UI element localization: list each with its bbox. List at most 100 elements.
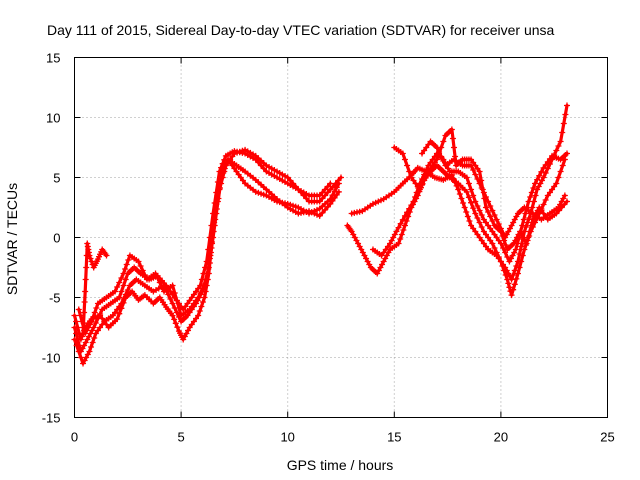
- data-point: [401, 156, 408, 163]
- data-point: [398, 231, 405, 238]
- data-point: [513, 263, 520, 269]
- data-point: [524, 219, 531, 226]
- data-point: [449, 135, 456, 142]
- data-point: [199, 285, 206, 292]
- data-point: [448, 126, 455, 133]
- data-point: [375, 198, 382, 205]
- data-point: [89, 339, 96, 346]
- data-point: [465, 180, 472, 187]
- data-point: [478, 212, 485, 218]
- data-point: [510, 286, 517, 293]
- data-point: [450, 175, 457, 182]
- data-point: [287, 177, 294, 184]
- data-point: [542, 170, 549, 176]
- series-track-a: [71, 156, 342, 343]
- data-point: [500, 230, 507, 236]
- data-point: [311, 208, 318, 215]
- data-point: [324, 189, 331, 196]
- data-point: [260, 165, 267, 172]
- data-point: [330, 183, 337, 190]
- data-point: [399, 150, 406, 157]
- data-point: [208, 245, 215, 251]
- data-point: [175, 305, 182, 311]
- data-point: [464, 213, 471, 220]
- data-point: [284, 174, 291, 181]
- data-point: [485, 198, 492, 205]
- data-point: [458, 195, 465, 202]
- data-point: [497, 225, 504, 232]
- data-point: [419, 182, 426, 188]
- y-tick-label: 10: [46, 111, 60, 126]
- data-point: [562, 111, 569, 118]
- data-point: [80, 320, 87, 326]
- data-point: [314, 206, 321, 213]
- data-point: [169, 300, 176, 307]
- data-point: [540, 174, 547, 181]
- data-point: [510, 272, 517, 278]
- data-point: [468, 162, 475, 169]
- data-point: [460, 200, 467, 206]
- data-point: [540, 201, 547, 208]
- data-point: [199, 299, 206, 305]
- data-point: [88, 258, 95, 265]
- data-point: [560, 120, 567, 127]
- data-point: [116, 310, 123, 317]
- data-point: [292, 203, 299, 210]
- series-track-g: [369, 150, 570, 265]
- data-point: [413, 189, 420, 196]
- data-point: [116, 279, 123, 286]
- data-point: [120, 282, 127, 289]
- data-point: [525, 234, 532, 241]
- y-tick-label: 15: [46, 51, 60, 66]
- data-point: [514, 258, 521, 265]
- data-point: [455, 186, 462, 193]
- data-point: [416, 186, 423, 193]
- data-point: [86, 252, 93, 259]
- data-point: [94, 315, 101, 322]
- data-point: [91, 309, 98, 316]
- data-point: [478, 224, 485, 230]
- data-point: [528, 189, 535, 196]
- x-tick-label: 20: [494, 430, 508, 445]
- series-track-i: [419, 138, 568, 241]
- data-point: [536, 172, 543, 179]
- data-point: [234, 149, 241, 156]
- data-point: [523, 240, 530, 247]
- data-point: [522, 210, 529, 217]
- data-point: [482, 204, 489, 211]
- data-point: [530, 185, 537, 191]
- data-point: [114, 316, 121, 323]
- series-track-d: [75, 146, 334, 337]
- series-track-e: [344, 156, 568, 299]
- data-point: [522, 224, 529, 230]
- data-point: [231, 150, 238, 157]
- data-point: [485, 209, 492, 215]
- data-point: [401, 212, 408, 219]
- data-point: [555, 174, 562, 181]
- data-point: [201, 294, 208, 301]
- data-point: [316, 212, 323, 219]
- data-point: [74, 336, 81, 343]
- data-point: [112, 288, 119, 295]
- data-point: [124, 287, 131, 293]
- data-point: [120, 270, 127, 277]
- data-point: [508, 292, 515, 299]
- data-point: [236, 148, 243, 155]
- data-point: [406, 168, 413, 175]
- data-point: [93, 305, 100, 311]
- x-tick-label: 15: [387, 430, 401, 445]
- data-point: [137, 263, 144, 269]
- data-point: [470, 205, 477, 212]
- data-point: [506, 284, 513, 291]
- data-point: [322, 192, 329, 199]
- data-point: [322, 206, 329, 213]
- data-point: [216, 186, 223, 193]
- data-point: [500, 245, 507, 251]
- data-point: [82, 276, 89, 283]
- data-point: [80, 330, 87, 337]
- data-point: [401, 222, 408, 229]
- data-point: [452, 179, 459, 186]
- data-point: [118, 275, 125, 281]
- data-point: [511, 281, 518, 288]
- data-point: [493, 216, 500, 223]
